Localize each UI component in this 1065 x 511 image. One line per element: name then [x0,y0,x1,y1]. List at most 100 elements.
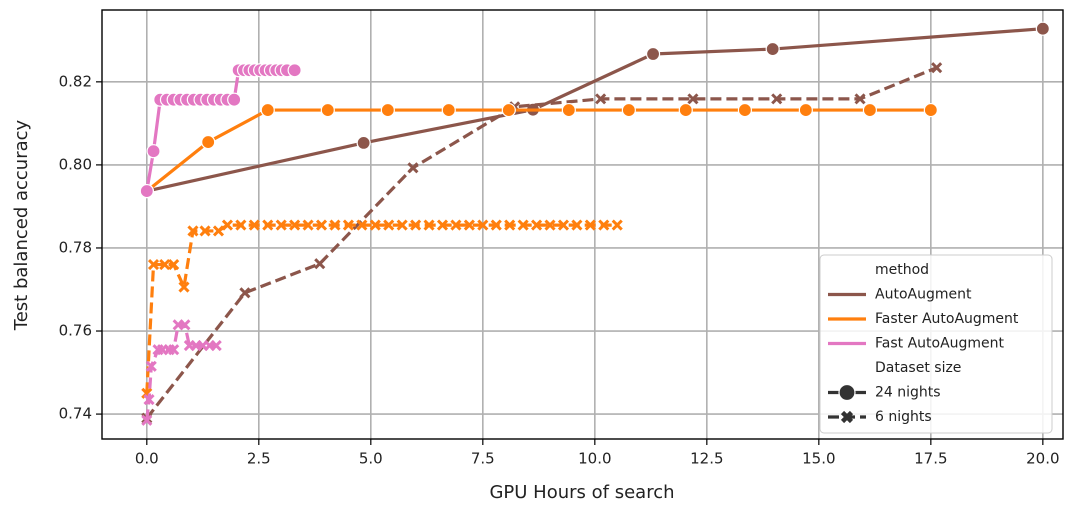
marker [501,102,516,118]
marker [765,41,780,57]
y-axis-label: Test balanced accuracy [11,119,32,331]
x-tick-label: 20.0 [1026,450,1059,468]
marker [771,93,783,105]
y-tick-label: 0.80 [59,155,92,173]
marker [490,219,502,231]
marker [854,93,866,105]
marker [557,219,570,231]
marker [239,287,251,299]
marker [147,259,160,271]
marker [838,383,856,402]
marker [329,219,341,231]
y-tick-label: 0.78 [59,238,92,256]
marker [315,219,328,231]
marker [289,219,301,231]
marker [463,219,475,231]
marker [248,219,260,231]
y-tick-label: 0.74 [59,405,92,423]
legend-title: method [875,262,929,278]
marker [227,92,242,107]
marker [595,93,607,105]
marker [235,219,247,231]
marker [287,63,302,78]
marker [199,225,211,237]
marker [517,219,529,231]
marker [504,219,516,231]
marker [159,259,171,271]
marker [210,339,222,352]
marker [201,134,216,150]
y-tick-label: 0.76 [59,322,92,340]
marker [798,102,813,118]
legend-label: AutoAugment [875,287,972,303]
marker [407,162,419,174]
legend-label: Fast AutoAugment [875,336,1005,352]
marker [187,225,199,237]
series-line [145,223,618,394]
series-line [145,108,931,193]
x-tick-label: 0.0 [135,450,159,468]
legend-box [819,254,1053,434]
marker [221,219,234,231]
marker [544,219,556,231]
marker [1035,21,1050,36]
legend-title: Dataset size [875,360,961,376]
legend-label: Faster AutoAugment [875,311,1019,327]
marker [687,93,699,105]
marker [356,219,368,231]
marker [678,102,693,118]
marker [356,135,371,150]
legend-label: 6 nights [875,409,932,425]
marker [168,344,180,356]
marker [396,219,408,231]
x-axis-label: GPU Hours of search [489,482,674,503]
x-tick-label: 7.5 [471,450,495,468]
x-tick-label: 17.5 [914,450,947,468]
marker [145,360,157,372]
series-line [146,27,1043,193]
marker [645,46,661,62]
marker [383,219,395,231]
x-tick-label: 12.5 [690,450,723,468]
marker [146,144,161,159]
x-tick-label: 5.0 [359,450,383,468]
marker [737,102,753,118]
marker [275,219,287,231]
marker [840,410,854,424]
marker [262,219,274,231]
x-tick-label: 2.5 [247,450,271,468]
marker [260,102,275,118]
marker [369,219,381,231]
marker [143,393,155,406]
x-tick-label: 10.0 [578,450,611,468]
marker [179,319,191,331]
marker [141,414,153,426]
marker [314,258,326,270]
marker [423,219,435,231]
marker [410,219,422,231]
legend-label: 24 nights [875,385,941,401]
marker [571,219,583,231]
marker [441,102,456,118]
marker [212,225,225,237]
marker [611,219,623,231]
marker [477,219,489,231]
x-tick-label: 15.0 [802,450,835,468]
marker [531,219,543,231]
y-tick-label: 0.82 [59,72,92,90]
marker [342,219,354,231]
marker [923,102,938,118]
series-line [145,66,938,420]
marker [436,219,449,231]
marker [450,219,462,231]
marker [598,219,610,231]
legend: method AutoAugment Faster AutoAugment Fast … [819,254,1053,434]
marker [320,102,335,118]
marker [931,62,943,74]
plot-frame [101,9,1064,440]
marker [139,183,154,199]
marker [178,281,190,293]
marker [302,219,314,231]
marker [168,259,180,271]
